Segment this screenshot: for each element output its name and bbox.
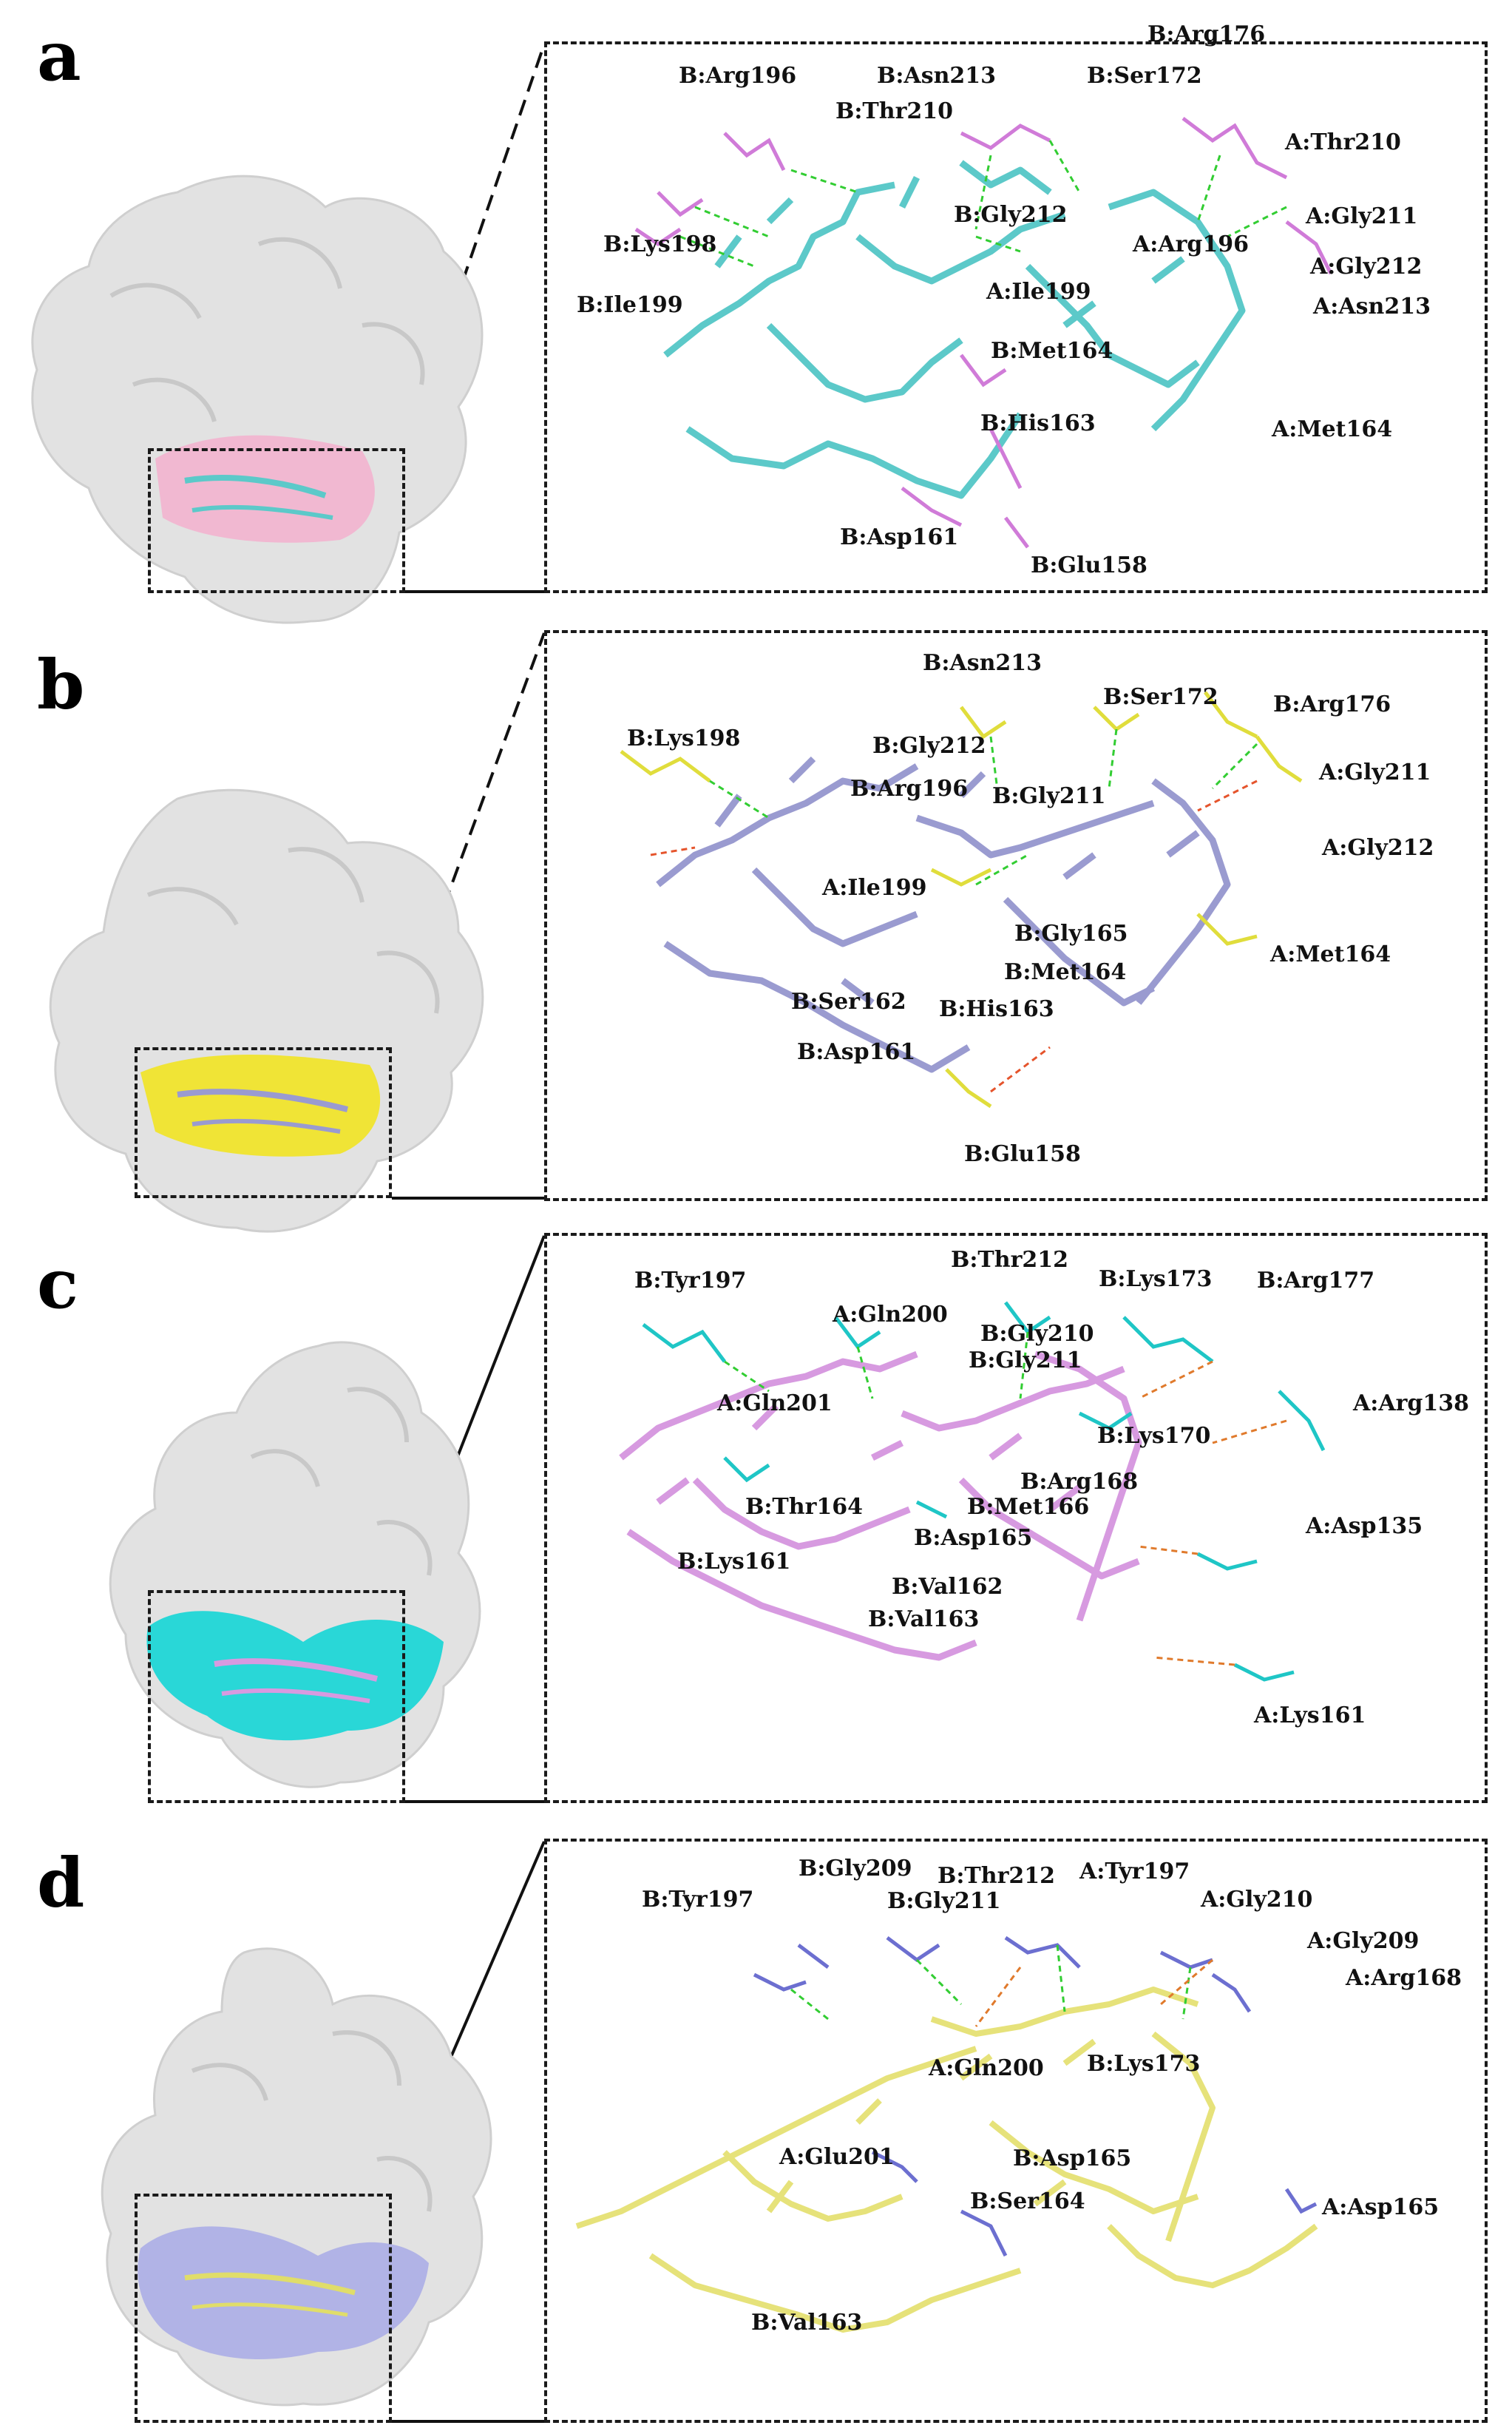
residue-label-d-6: A:Gly209: [1307, 1928, 1420, 1954]
residue-label-a-11: A:Ile199: [986, 279, 1091, 305]
residue-label-b-3: B:Lys198: [627, 726, 741, 751]
residue-label-b-12: A:Met164: [1270, 941, 1391, 967]
residue-label-b-0: B:Asn213: [923, 650, 1043, 676]
residue-label-d-4: B:Gly211: [887, 1888, 1001, 1914]
protein-surface-overview-a: [31, 175, 484, 624]
residue-label-a-18: B:Glu158: [1031, 552, 1147, 578]
residue-label-b-9: A:Ile199: [822, 875, 927, 901]
residue-label-c-17: B:Val163: [868, 1606, 980, 1632]
residue-label-b-2: B:Arg176: [1273, 692, 1391, 717]
residue-label-b-4: B:Gly212: [872, 733, 986, 759]
residue-label-c-11: B:Thr164: [745, 1494, 863, 1520]
residue-label-b-8: A:Gly212: [1322, 835, 1434, 861]
residue-label-d-11: B:Asp165: [1013, 2146, 1132, 2171]
ligand-interaction-view-b: [620, 691, 1303, 1109]
residue-label-d-5: A:Gly210: [1201, 1887, 1313, 1913]
residue-label-d-2: A:Tyr197: [1079, 1859, 1190, 1884]
residue-label-c-1: B:Tyr197: [634, 1268, 747, 1294]
residue-label-d-7: A:Arg168: [1346, 1965, 1462, 1991]
residue-label-a-5: A:Thr210: [1285, 129, 1401, 155]
protein-surface-overview-c: [109, 1341, 481, 1788]
protein-surface-overview-b: [49, 788, 484, 1233]
residue-label-b-7: B:Gly211: [992, 783, 1106, 809]
residue-label-a-4: B:Thr210: [835, 98, 953, 124]
panel-label-a: a: [37, 16, 81, 96]
residue-label-d-0: B:Gly209: [799, 1856, 912, 1881]
residue-label-c-7: A:Gln201: [717, 1390, 833, 1416]
panel-label-d: d: [37, 1843, 85, 1923]
residue-label-a-12: B:Ile199: [577, 292, 683, 318]
selection-box-b: [135, 1047, 392, 1198]
residue-label-c-2: B:Lys173: [1099, 1266, 1213, 1292]
selection-box-c: [148, 1590, 405, 1803]
residue-label-b-1: B:Ser172: [1103, 684, 1218, 710]
residue-label-d-9: B:Lys173: [1087, 2051, 1201, 2077]
residue-label-a-1: B:Arg196: [679, 63, 797, 89]
ligand-interaction-view-d: [575, 1935, 1318, 2333]
residue-label-d-10: A:Glu201: [779, 2144, 895, 2170]
residue-label-a-16: B:His163: [980, 410, 1096, 436]
residue-label-d-8: A:Gln200: [929, 2055, 1044, 2081]
protein-surface-overview-d: [101, 1947, 492, 2407]
ligand-interaction-view-a: [634, 117, 1333, 549]
residue-label-c-0: B:Thr212: [951, 1247, 1068, 1273]
residue-label-d-12: A:Asp165: [1322, 2194, 1440, 2220]
residue-label-b-6: B:Arg196: [850, 776, 969, 802]
zoom-frame-a: B:Arg176 B:Arg196 B:Asn213 B:Ser172 B:Th…: [544, 24, 1488, 593]
residue-label-d-13: B:Ser164: [970, 2188, 1085, 2214]
residue-label-a-14: B:Met164: [991, 338, 1113, 364]
residue-label-b-13: B:Ser162: [791, 989, 906, 1015]
zoom-frame-b: B:Asn213 B:Ser172 B:Arg176 B:Lys198 B:Gl…: [544, 630, 1488, 1201]
residue-label-c-15: B:Lys161: [677, 1549, 791, 1575]
panel-label-c: c: [37, 1244, 79, 1324]
residue-label-a-15: A:Met164: [1272, 416, 1393, 442]
residue-label-a-2: B:Asn213: [877, 63, 997, 89]
residue-label-c-14: A:Asp135: [1306, 1513, 1423, 1539]
residue-label-c-6: B:Gly211: [969, 1348, 1082, 1373]
residue-label-b-5: A:Gly211: [1319, 760, 1431, 785]
residue-label-d-3: B:Tyr197: [642, 1887, 754, 1913]
residue-label-b-15: B:Asp161: [797, 1039, 916, 1065]
residue-label-b-11: B:Met164: [1004, 959, 1127, 985]
residue-label-c-12: B:Met166: [967, 1494, 1090, 1520]
residue-label-b-16: B:Glu158: [964, 1141, 1081, 1167]
selection-box-d: [135, 2194, 392, 2423]
panel-label-b: b: [37, 645, 85, 725]
residue-label-d-1: B:Thr212: [938, 1863, 1055, 1889]
residue-label-c-5: B:Gly210: [980, 1321, 1094, 1347]
residue-label-a-3: B:Ser172: [1087, 63, 1202, 89]
residue-label-c-16: B:Val162: [892, 1574, 1003, 1600]
residue-label-c-13: B:Asp165: [914, 1525, 1033, 1551]
residue-label-c-18: A:Lys161: [1254, 1703, 1366, 1728]
residue-label-d-14: B:Val163: [751, 2310, 863, 2336]
residue-label-c-4: A:Gln200: [833, 1302, 948, 1328]
ligand-interaction-view-c: [619, 1301, 1326, 1682]
zoom-frame-c: B:Thr212 B:Tyr197 B:Lys173 B:Arg177 A:Gl…: [544, 1233, 1488, 1803]
residue-label-b-14: B:His163: [939, 996, 1054, 1022]
residue-label-a-6: B:Gly212: [954, 202, 1068, 228]
residue-label-a-8: B:Lys198: [603, 231, 717, 257]
residue-label-a-0: B:Arg176: [1147, 21, 1266, 47]
zoom-frame-d: B:Gly209 B:Thr212 A:Tyr197 B:Tyr197 B:Gl…: [544, 1839, 1488, 2423]
selection-box-a: [148, 448, 405, 593]
residue-label-c-3: B:Arg177: [1257, 1268, 1375, 1294]
residue-label-a-13: A:Asn213: [1313, 294, 1431, 319]
residue-label-b-10: B:Gly165: [1014, 921, 1128, 947]
residue-label-a-9: A:Arg196: [1133, 231, 1250, 257]
residue-label-a-17: B:Asp161: [840, 524, 959, 550]
residue-label-c-9: B:Lys170: [1097, 1423, 1211, 1449]
residue-label-c-10: B:Arg168: [1020, 1469, 1139, 1495]
residue-label-c-8: A:Arg138: [1353, 1390, 1470, 1416]
residue-label-a-7: A:Gly211: [1306, 203, 1418, 229]
residue-label-a-10: A:Gly212: [1310, 254, 1423, 280]
